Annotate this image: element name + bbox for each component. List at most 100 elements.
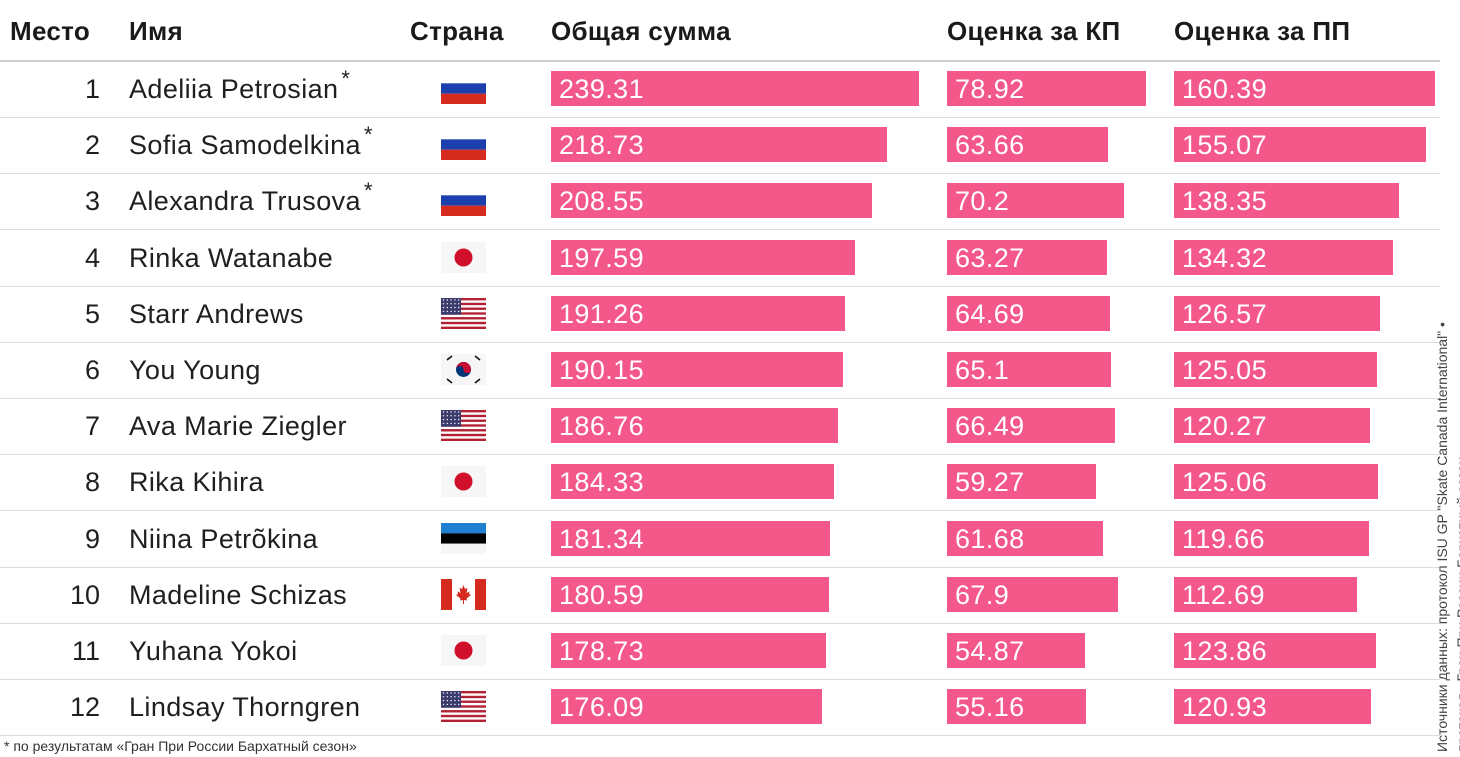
sp-value-label: 65.1 — [955, 355, 1010, 385]
sp-value-label: 63.27 — [955, 242, 1025, 273]
table-row: 9 Niina Petrõkina 181.34 61.68 119.66 — [0, 511, 1440, 568]
russia-flag-icon — [441, 73, 486, 104]
total-value-label: 239.31 — [559, 74, 644, 104]
fs-value-label: 125.06 — [1182, 467, 1267, 498]
skater-name: Madeline Schizas — [129, 580, 347, 611]
header-name: Имя — [129, 16, 183, 46]
rank-cell: 6 — [84, 355, 100, 385]
fs-value-label: 119.66 — [1182, 523, 1265, 554]
rank-cell: 8 — [84, 467, 100, 498]
skater-name: Lindsay Thorngren — [129, 692, 360, 723]
rank-cell: 9 — [84, 523, 100, 554]
japan-flag-icon — [441, 241, 486, 273]
fs-value-label: 160.39 — [1182, 74, 1267, 104]
rank-cell: 7 — [84, 411, 100, 442]
footnote-asterisk: * — [363, 122, 373, 148]
fs-value-label: 123.86 — [1182, 636, 1267, 666]
rank-cell: 2 — [84, 130, 100, 161]
sp-value-label: 61.68 — [955, 523, 1025, 554]
skater-name-text: Adeliia Petrosian — [129, 74, 339, 104]
skater-name: Adeliia Petrosian * — [129, 66, 350, 105]
sp-bar — [947, 520, 1103, 556]
total-bar — [551, 633, 826, 668]
skater-name-text: Niina Petrõkina — [129, 523, 319, 554]
table-row: 8 Rika Kihira 184.33 59.27 125.06 — [0, 454, 1440, 512]
sp-bar — [947, 464, 1096, 500]
header-rank: Место — [10, 16, 91, 46]
sp-bar — [947, 576, 1118, 612]
header-fs: Оценка за ПП — [1174, 16, 1351, 46]
skater-name-text: You Young — [129, 355, 261, 385]
table-row: 2 Sofia Samodelkina * 218.73 63.66 155.07 — [0, 117, 1440, 175]
fs-bar — [1174, 408, 1370, 444]
rank-cell: 12 — [69, 692, 100, 723]
skater-name-text: Ava Marie Ziegler — [129, 411, 347, 442]
total-value-label: 181.34 — [559, 523, 644, 554]
sp-value-label: 66.49 — [955, 411, 1025, 442]
header-sp: Оценка за КП — [947, 16, 1121, 46]
table-row: 11 Yuhana Yokoi 178.73 54.87 123.86 — [0, 623, 1440, 680]
footnote-asterisk: * — [363, 178, 373, 204]
table-row: 10 Madeline Schizas 180.59 67.9 112.69 — [0, 567, 1440, 624]
total-value-label: 186.76 — [559, 411, 644, 442]
skater-name-text: Yuhana Yokoi — [129, 636, 298, 666]
footnote-asterisk: * — [341, 66, 351, 91]
table-row: 4 Rinka Watanabe 197.59 63.27 134.32 — [0, 230, 1440, 287]
sp-bar — [947, 408, 1115, 444]
russia-flag-icon — [441, 185, 486, 217]
russia-flag-icon — [441, 129, 486, 161]
fs-bar — [1174, 183, 1399, 219]
skater-name-text: Rinka Watanabe — [129, 242, 334, 273]
fs-value-label: 112.69 — [1182, 579, 1265, 610]
rank-cell: 1 — [84, 74, 100, 104]
fs-bar — [1174, 689, 1371, 725]
fs-value-label: 125.05 — [1182, 355, 1267, 385]
total-bar — [551, 239, 855, 275]
total-value-label: 178.73 — [559, 636, 644, 666]
total-value-label: 190.15 — [559, 355, 644, 385]
total-bar — [551, 183, 872, 219]
fs-bar — [1174, 633, 1376, 668]
total-bar — [551, 520, 830, 556]
sp-value-label: 55.16 — [955, 692, 1025, 723]
header-country: Страна — [410, 16, 504, 46]
fs-bar — [1174, 71, 1435, 106]
sp-bar — [947, 71, 1146, 106]
sp-bar — [947, 689, 1086, 725]
fs-bar — [1174, 464, 1378, 500]
korea-flag-icon — [441, 354, 486, 385]
rank-cell: 4 — [84, 242, 100, 273]
total-value-label: 180.59 — [559, 579, 644, 610]
total-value-label: 184.33 — [559, 467, 644, 498]
total-bar — [551, 127, 887, 163]
fs-value-label: 126.57 — [1182, 298, 1267, 329]
japan-flag-icon — [441, 466, 486, 498]
fs-bar — [1174, 295, 1380, 331]
usa-flag-icon — [441, 691, 486, 723]
sp-bar — [947, 239, 1107, 275]
sp-value-label: 59.27 — [955, 467, 1025, 498]
rank-cell: 5 — [84, 298, 100, 329]
rank-cell: 10 — [69, 579, 100, 610]
skater-name-text: Rika Kihira — [129, 467, 264, 498]
fs-value-label: 138.35 — [1182, 186, 1267, 217]
skater-name-text: Lindsay Thorngren — [129, 692, 361, 723]
table-row: 5 Starr Andrews 191.26 64.69 126.57 — [0, 286, 1440, 343]
sp-bar — [947, 127, 1108, 163]
sp-value-label: 67.9 — [955, 579, 1010, 610]
fs-bar — [1174, 576, 1357, 612]
fs-value-label: 120.93 — [1182, 692, 1267, 723]
japan-flag-icon — [441, 635, 486, 666]
table-row: 1 Adeliia Petrosian * 239.31 78.92 160.39 — [0, 61, 1440, 118]
data-source-note: Источники данных: протокол ISU GP "Skate… — [1432, 252, 1460, 752]
fs-bar — [1174, 352, 1377, 387]
sp-value-label: 70.2 — [955, 186, 1010, 217]
estonia-flag-icon — [441, 522, 486, 554]
skater-name-text: Starr Andrews — [129, 298, 304, 329]
footnote: * по результатам «Гран При России Бархат… — [4, 738, 357, 754]
table-row: 6 You Young 190.15 65.1 125.05 — [0, 342, 1440, 399]
skater-name: Yuhana Yokoi — [129, 636, 297, 667]
table-header: Место Имя Страна Общая сумма Оценка за К… — [0, 0, 1440, 62]
total-bar — [551, 352, 843, 387]
usa-flag-icon — [441, 297, 486, 329]
